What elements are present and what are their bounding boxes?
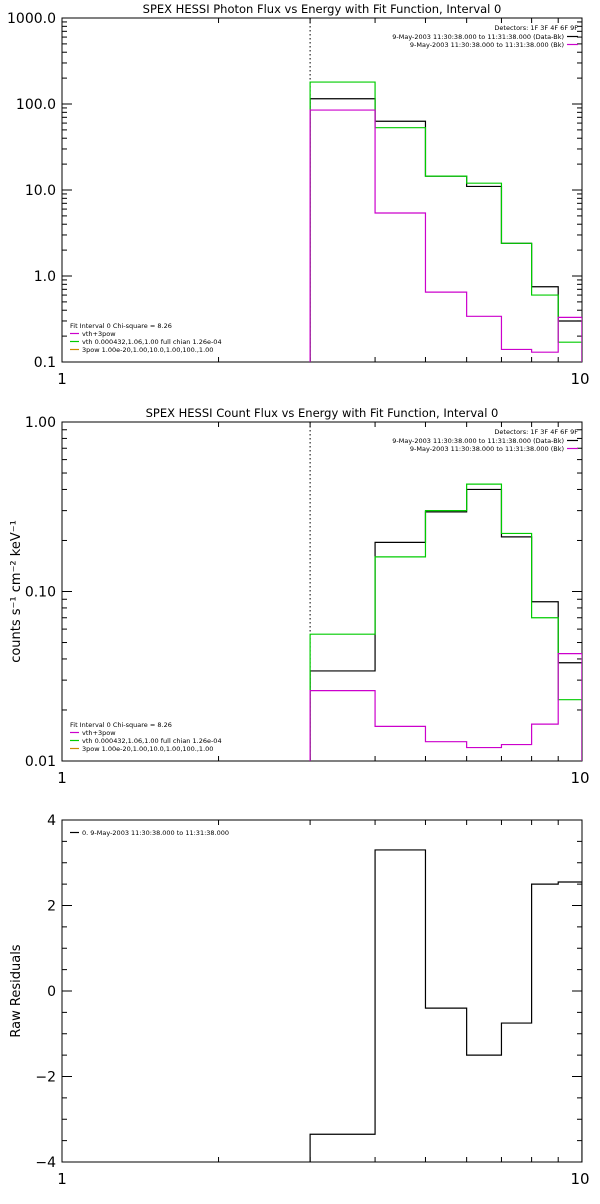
chart-title: SPEX HESSI Photon Flux vs Energy with Fi… xyxy=(143,2,502,16)
chart-title: SPEX HESSI Count Flux vs Energy with Fit… xyxy=(146,406,499,420)
x-tick-label: 10 xyxy=(570,769,589,787)
y-tick-label: 0 xyxy=(47,984,56,1000)
series-2-step xyxy=(309,483,582,761)
y-tick-label: −4 xyxy=(35,1155,56,1171)
y-tick-label: 10.0 xyxy=(25,183,56,199)
legend-right-entry: 9-May-2003 11:30:38.000 to 11:31:38.000 … xyxy=(392,437,564,445)
series-1-step xyxy=(309,98,582,362)
plot-frame xyxy=(61,819,583,1163)
legend-detectors: Detectors: 1F 3F 4F 6F 9F xyxy=(494,428,578,436)
y-tick-label: 1.00 xyxy=(25,415,56,431)
y-tick-label: 4 xyxy=(47,813,56,829)
legend-left-entry: vth+3pow xyxy=(82,330,116,338)
x-tick-label: 10 xyxy=(570,1170,589,1188)
legend-left-entry: 0. 9-May-2003 11:30:38.000 to 11:31:38.0… xyxy=(82,829,229,837)
y-tick-label: 100.0 xyxy=(16,97,56,113)
panel-1: SPEX HESSI Photon Flux vs Energy with Fi… xyxy=(7,2,590,388)
panel-3: Raw Residuals 1 10 4 2 0 −2 −4 0. 9-May-2003 11:… xyxy=(9,813,590,1188)
series-1-step xyxy=(309,849,582,1162)
y-axis-label: counts s⁻¹ cm⁻² keV⁻¹ xyxy=(9,520,24,663)
plot-frame xyxy=(61,421,583,762)
x-tick-label: 1 xyxy=(57,1170,67,1188)
legend-left-entry: vth+3pow xyxy=(82,729,116,737)
series-2-step xyxy=(309,81,582,362)
y-tick-label: −2 xyxy=(35,1070,56,1086)
legend-detectors: Detectors: 1F 3F 4F 6F 9F xyxy=(494,24,578,32)
plot-frame xyxy=(61,17,583,363)
y-tick-label: 0.01 xyxy=(25,754,56,770)
legend-left-entry: 3pow 1.00e-20,1.00,10.0,1.00,100.,1.00 xyxy=(82,745,213,753)
legend-fit-header: Fit Interval 0 Chi-square = 8.26 xyxy=(70,322,172,330)
series-3-step xyxy=(309,653,582,761)
legend-left-entry: 3pow 1.00e-20,1.00,10.0,1.00,100.,1.00 xyxy=(82,346,213,354)
y-tick-label: 0.1 xyxy=(34,355,56,371)
y-axis-label: Raw Residuals xyxy=(9,944,24,1037)
x-tick-label: 1 xyxy=(57,370,67,388)
x-tick-label: 10 xyxy=(570,370,589,388)
y-tick-label: 2 xyxy=(47,899,56,915)
y-tick-label: 1000.0 xyxy=(7,11,56,27)
y-tick-label: 0.10 xyxy=(25,585,56,601)
y-tick-label: 1.0 xyxy=(34,269,56,285)
panel-2: SPEX HESSI Count Flux vs Energy with Fit… xyxy=(9,406,590,787)
series-1-step xyxy=(309,488,582,761)
legend-right-entry: 9-May-2003 11:30:38.000 to 11:31:38.000 … xyxy=(392,33,564,41)
legend-right-entry: 9-May-2003 11:30:38.000 to 11:31:38.000 … xyxy=(410,41,564,49)
legend-left-entry: vth 0.000432,1.06,1.00 full chian 1.26e-… xyxy=(82,737,222,745)
legend-right-entry: 9-May-2003 11:30:38.000 to 11:31:38.000 … xyxy=(410,445,564,453)
legend-left-entry: vth 0.000432,1.06,1.00 full chian 1.26e-… xyxy=(82,338,222,346)
x-tick-label: 1 xyxy=(57,769,67,787)
legend-fit-header: Fit Interval 0 Chi-square = 8.26 xyxy=(70,721,172,729)
series-3-step xyxy=(309,109,582,362)
